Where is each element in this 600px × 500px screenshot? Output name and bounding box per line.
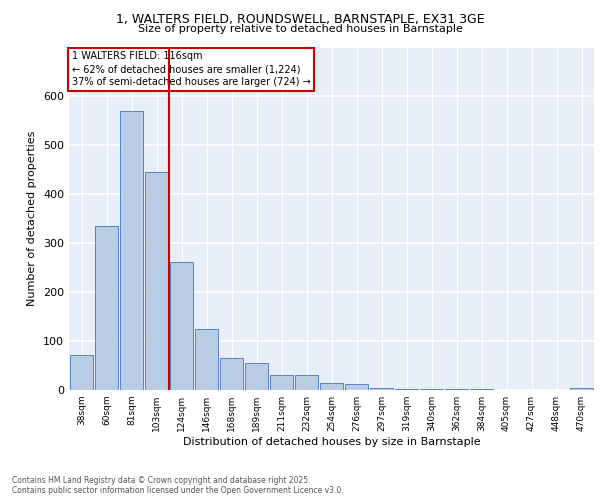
Bar [95,226,118,390]
Bar [120,111,143,390]
Y-axis label: Number of detached properties: Number of detached properties [28,131,37,306]
Bar [370,388,393,390]
Bar [345,384,368,390]
Bar [70,355,93,390]
X-axis label: Distribution of detached houses by size in Barnstaple: Distribution of detached houses by size … [182,437,481,447]
Text: Size of property relative to detached houses in Barnstaple: Size of property relative to detached ho… [137,24,463,34]
Bar [145,172,168,390]
Bar [320,382,343,390]
Text: Contains HM Land Registry data © Crown copyright and database right 2025.
Contai: Contains HM Land Registry data © Crown c… [12,476,344,495]
Text: 1, WALTERS FIELD, ROUNDSWELL, BARNSTAPLE, EX31 3GE: 1, WALTERS FIELD, ROUNDSWELL, BARNSTAPLE… [116,12,484,26]
Text: 1 WALTERS FIELD: 116sqm
← 62% of detached houses are smaller (1,224)
37% of semi: 1 WALTERS FIELD: 116sqm ← 62% of detache… [71,51,310,88]
Bar [445,388,468,390]
Bar [270,376,293,390]
Bar [170,262,193,390]
Bar [195,329,218,390]
Bar [395,388,418,390]
Bar [295,376,318,390]
Bar [220,358,243,390]
Bar [420,388,443,390]
Bar [570,388,593,390]
Bar [470,389,493,390]
Bar [245,363,268,390]
